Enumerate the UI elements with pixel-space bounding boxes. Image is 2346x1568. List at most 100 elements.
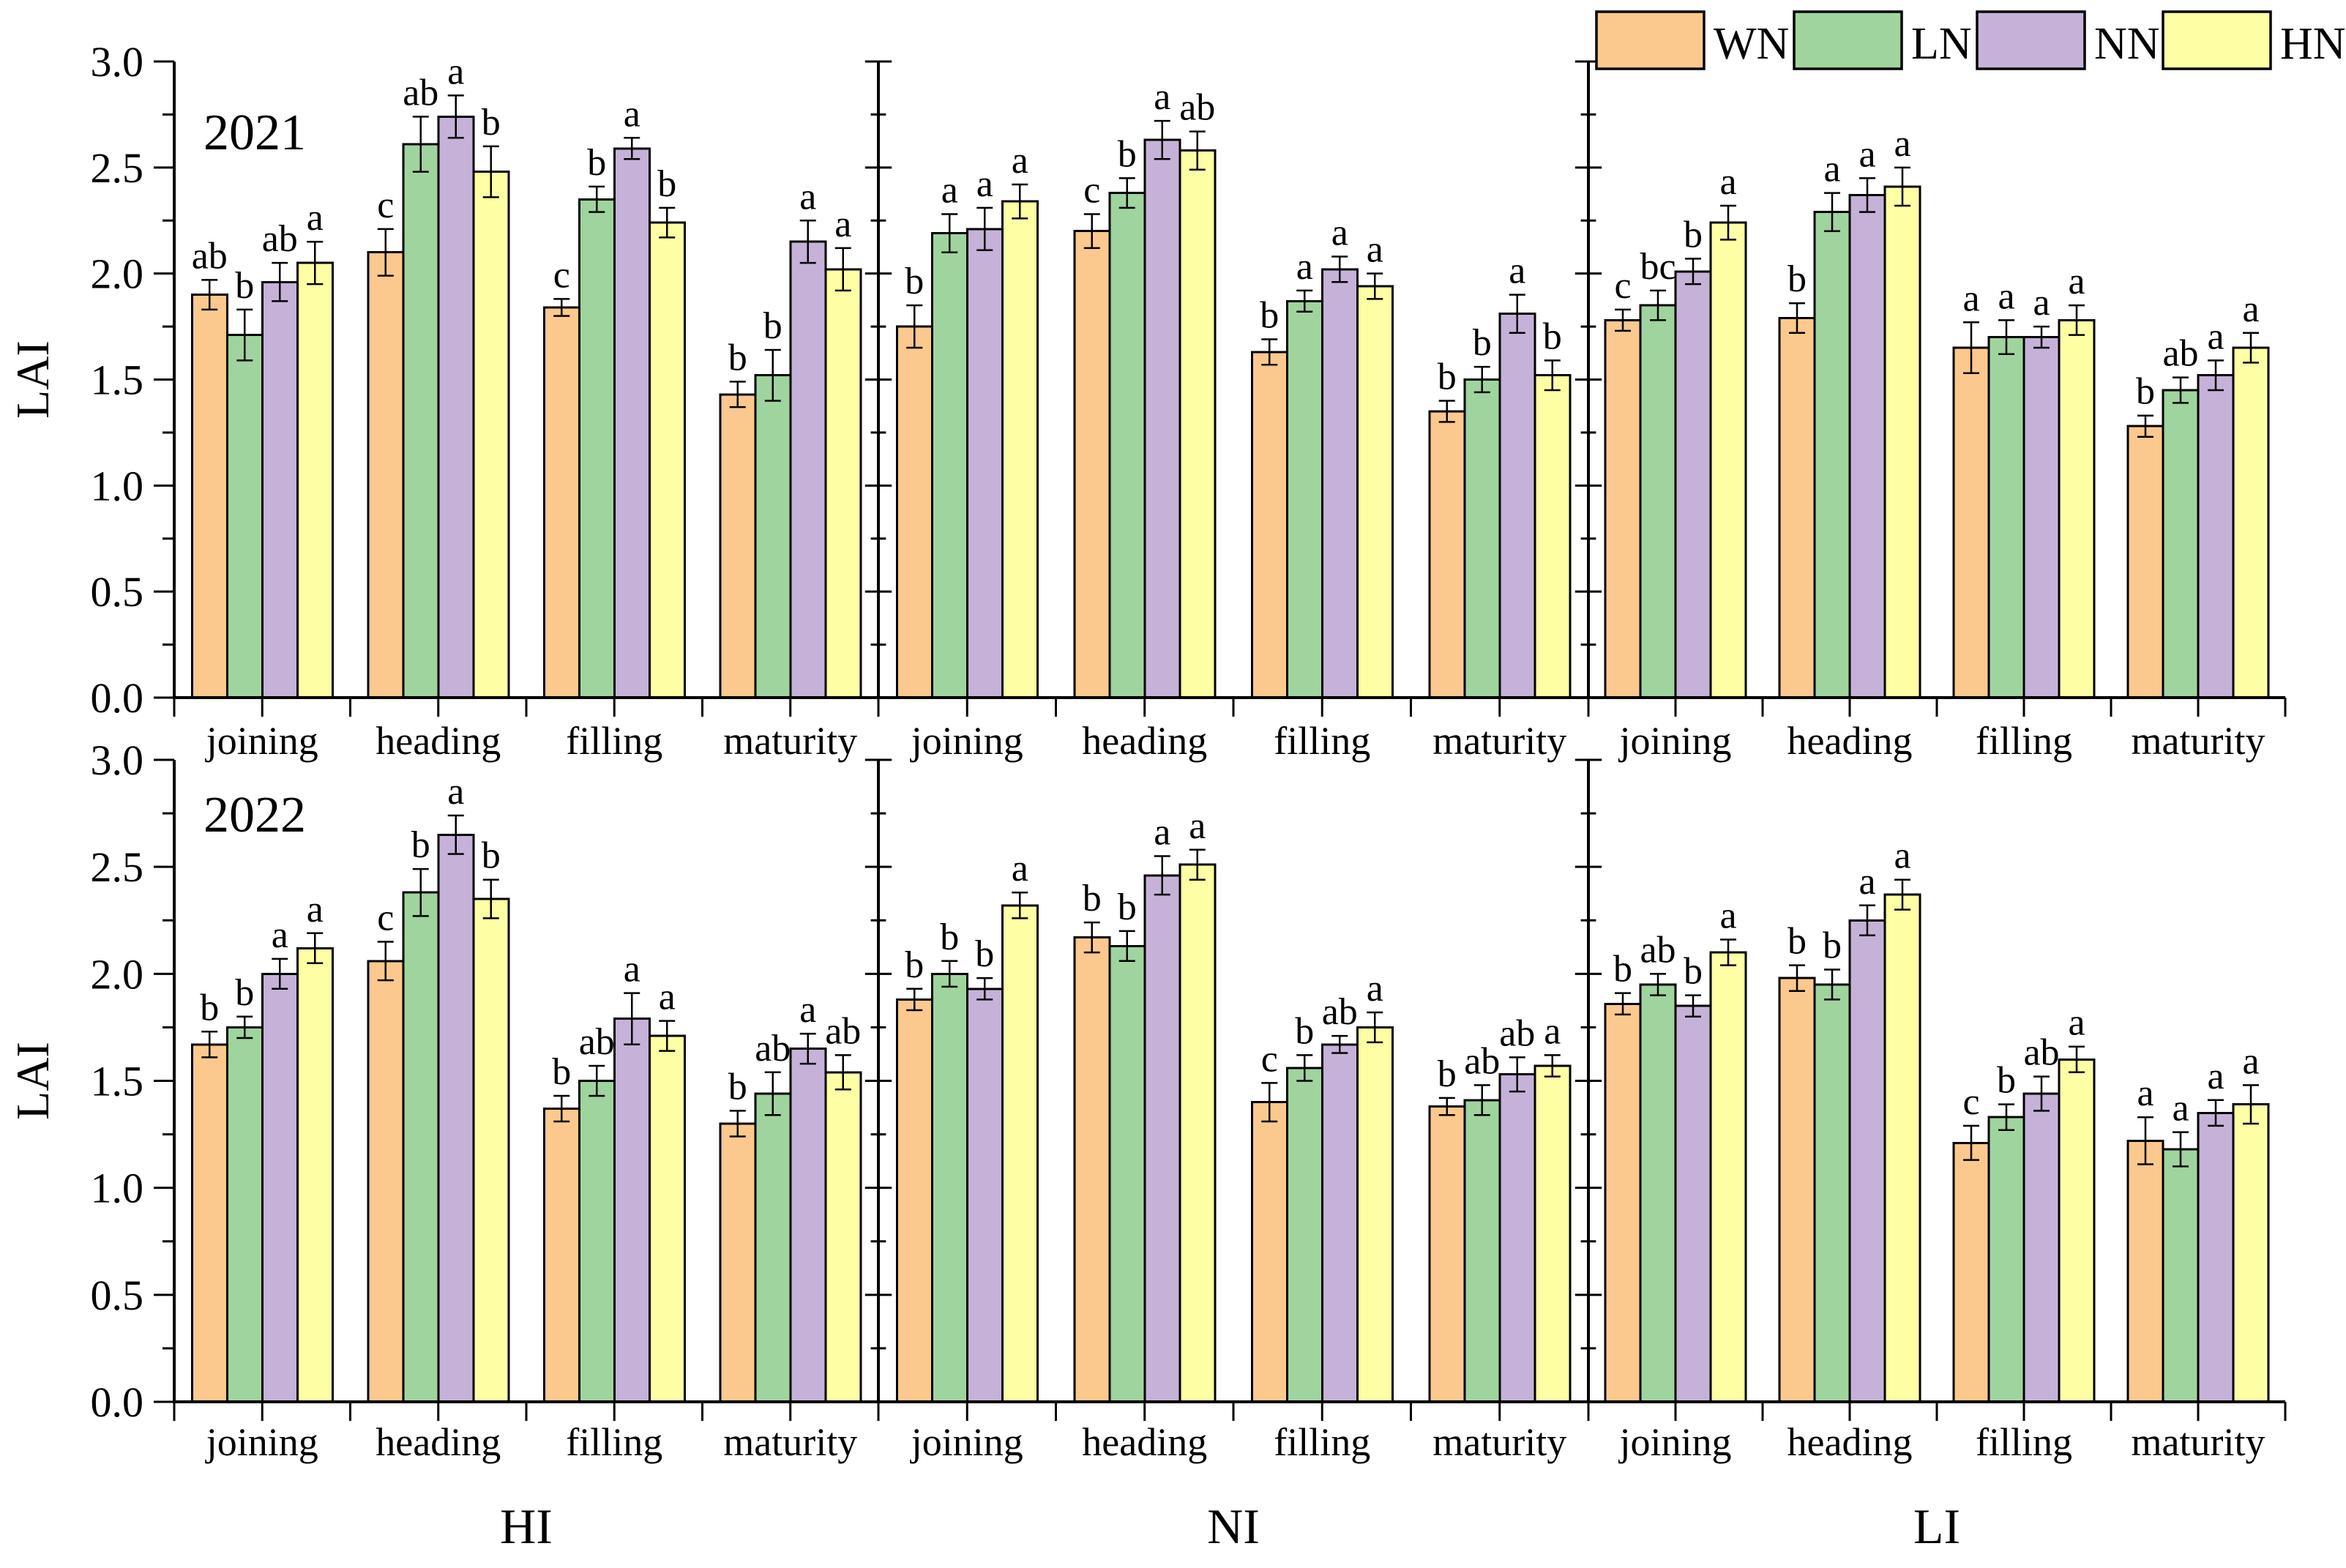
bar-2022-LI-joining-WN — [1604, 1002, 1642, 1403]
bar-2021-LI-maturity-WN — [2126, 425, 2164, 699]
sig-letter-2022-HI-joining-LN: b — [235, 972, 254, 1014]
legend-swatch-WN — [1595, 10, 1706, 70]
bar-2021-NI-joining-WN — [895, 325, 933, 699]
bar-2021-NI-maturity-HN — [1534, 374, 1572, 699]
panel-label-HI: HI — [500, 1498, 553, 1554]
bar-2021-HI-maturity-WN — [719, 393, 757, 699]
bar-2022-HI-filling-HN — [648, 1034, 686, 1403]
bar-2021-LI-filling-LN — [1987, 336, 2025, 699]
sig-letter-2021-HI-maturity-HN: a — [834, 204, 851, 245]
x-tick-label-2021-LI-heading: heading — [1787, 719, 1913, 763]
bar-2022-NI-joining-NN — [965, 988, 1004, 1403]
sig-letter-2021-LI-joining-NN: b — [1684, 214, 1703, 255]
bar-2022-LI-joining-LN — [1639, 983, 1677, 1403]
sig-letter-2022-NI-maturity-NN: ab — [1499, 1012, 1535, 1054]
sig-letter-2021-LI-filling-WN: a — [1962, 277, 1979, 319]
sig-letter-2022-LI-filling-HN: a — [2068, 1002, 2085, 1044]
bar-2021-NI-filling-HN — [1356, 285, 1394, 699]
x-tick-label-2021-HI-heading: heading — [376, 719, 501, 763]
bar-2022-NI-joining-HN — [1001, 904, 1039, 1403]
bar-2022-LI-filling-NN — [2022, 1092, 2061, 1403]
sig-letter-2021-NI-heading-WN: c — [1083, 170, 1100, 212]
x-tick-label-2022-LI-joining: joining — [1618, 1420, 1731, 1464]
sig-letter-2021-NI-maturity-NN: a — [1509, 250, 1525, 292]
sig-letter-2022-HI-heading-NN: a — [447, 771, 464, 813]
sig-letter-2022-LI-filling-WN: c — [1962, 1081, 1979, 1123]
sig-letter-2022-HI-maturity-LN: ab — [755, 1028, 791, 1069]
bar-2021-NI-heading-HN — [1178, 149, 1217, 699]
sig-letter-2022-NI-maturity-WN: b — [1438, 1053, 1457, 1095]
bar-2021-HI-filling-LN — [578, 198, 616, 699]
sig-letter-2022-NI-filling-WN: c — [1261, 1038, 1278, 1080]
legend-label-WN: WN — [1714, 19, 1789, 69]
bar-2022-HI-heading-WN — [367, 960, 405, 1403]
sig-letter-2022-NI-joining-HN: a — [1012, 848, 1028, 889]
bar-2021-LI-maturity-NN — [2197, 374, 2235, 699]
y-tick-label-2021-0.0: 0.0 — [91, 674, 144, 722]
bar-2022-HI-filling-LN — [578, 1080, 616, 1403]
year-label-2021: 2021 — [203, 105, 306, 161]
sig-letter-2022-HI-filling-HN: a — [659, 977, 676, 1018]
x-tick-label-2021-NI-filling: filling — [1274, 719, 1370, 763]
sig-letter-2021-HI-maturity-LN: b — [763, 305, 782, 347]
sig-letter-2022-LI-maturity-HN: a — [2242, 1040, 2259, 1082]
sig-letter-2021-LI-heading-WN: b — [1787, 258, 1807, 300]
sig-letter-2022-NI-joining-WN: b — [905, 944, 924, 986]
bar-2022-HI-maturity-HN — [824, 1071, 862, 1403]
sig-letter-2021-NI-filling-NN: a — [1331, 212, 1348, 253]
sig-letter-2022-HI-maturity-WN: b — [728, 1066, 747, 1108]
bar-2021-HI-filling-NN — [613, 147, 651, 699]
y-tick-label-2022-1.5: 1.5 — [91, 1058, 144, 1105]
sig-letter-2022-NI-maturity-LN: ab — [1464, 1040, 1500, 1082]
y-axis-title-2021: LAI — [7, 340, 59, 419]
sig-letter-2022-NI-filling-NN: ab — [1322, 991, 1358, 1033]
sig-letter-2021-HI-heading-LN: ab — [403, 72, 438, 113]
x-tick-label-2021-HI-joining: joining — [205, 719, 318, 763]
bar-2022-NI-maturity-HN — [1534, 1064, 1572, 1403]
sig-letter-2022-HI-filling-NN: a — [624, 949, 640, 990]
sig-letter-2021-NI-joining-NN: a — [976, 163, 993, 205]
sig-letter-2022-HI-joining-WN: b — [200, 987, 219, 1028]
sig-letter-2021-LI-joining-LN: bc — [1640, 246, 1676, 288]
bar-2022-LI-joining-HN — [1709, 951, 1747, 1403]
bar-2021-HI-joining-NN — [261, 280, 299, 699]
bar-2022-HI-filling-NN — [613, 1018, 651, 1403]
y-tick-label-2021-3.0: 3.0 — [91, 38, 144, 86]
sig-letter-2021-LI-filling-LN: a — [1998, 275, 2014, 317]
bar-2021-HI-heading-HN — [472, 171, 510, 699]
sig-letter-2021-HI-heading-WN: c — [377, 184, 394, 226]
bar-2021-NI-joining-NN — [965, 228, 1004, 699]
y-tick-label-2022-0.0: 0.0 — [91, 1378, 144, 1426]
bar-2022-NI-heading-HN — [1178, 863, 1217, 1403]
sig-letter-2022-NI-heading-NN: a — [1154, 812, 1170, 854]
x-tick-label-2022-HI-heading: heading — [376, 1420, 501, 1464]
bar-2021-LI-filling-HN — [2058, 318, 2096, 699]
y-tick-label-2021-2.0: 2.0 — [91, 250, 144, 298]
bar-2022-NI-maturity-NN — [1498, 1073, 1536, 1403]
bar-2021-NI-filling-LN — [1285, 299, 1323, 699]
bar-2021-HI-heading-LN — [402, 143, 440, 699]
bar-2022-HI-joining-LN — [225, 1026, 264, 1403]
sig-letter-2022-NI-filling-LN: b — [1295, 1010, 1314, 1052]
bar-2022-LI-heading-LN — [1813, 983, 1851, 1403]
sig-letter-2022-LI-heading-NN: a — [1859, 861, 1875, 903]
sig-letter-2021-HI-joining-WN: ab — [192, 235, 228, 277]
sig-letter-2022-LI-joining-NN: b — [1684, 951, 1703, 993]
x-tick-label-2021-LI-filling: filling — [1976, 719, 2072, 763]
year-label-2022: 2022 — [203, 787, 306, 843]
sig-letter-2021-NI-filling-HN: a — [1367, 229, 1383, 271]
sig-letter-2021-HI-filling-HN: b — [657, 163, 676, 205]
sig-letter-2022-NI-heading-WN: b — [1083, 878, 1102, 919]
bar-2022-LI-heading-HN — [1883, 893, 1921, 1403]
bar-2022-NI-maturity-LN — [1463, 1099, 1501, 1403]
bar-2021-HI-filling-WN — [542, 306, 580, 699]
bar-2021-HI-filling-HN — [648, 221, 686, 699]
sig-letter-2022-HI-heading-WN: c — [377, 897, 394, 938]
sig-letter-2022-HI-heading-HN: b — [482, 835, 501, 877]
sig-letter-2022-HI-joining-HN: a — [307, 889, 324, 930]
sig-letter-2021-HI-heading-NN: a — [447, 51, 464, 92]
x-tick-label-2022-NI-maturity: maturity — [1432, 1420, 1566, 1464]
sig-letter-2022-LI-heading-WN: b — [1787, 921, 1807, 963]
bar-2021-NI-heading-LN — [1108, 192, 1146, 699]
